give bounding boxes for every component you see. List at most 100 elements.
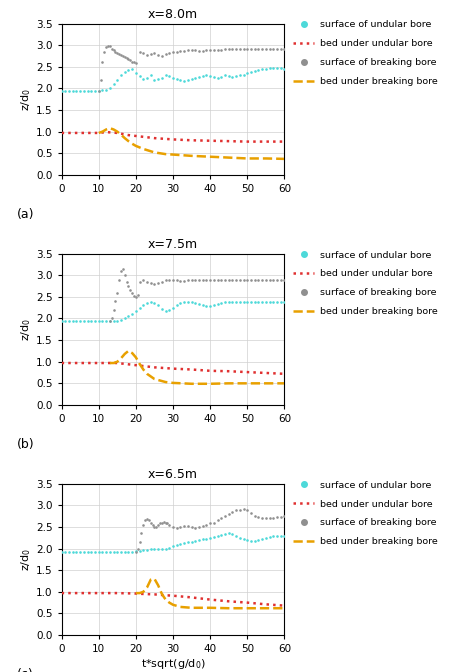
- Point: [184, 45, 191, 56]
- Point: [247, 44, 255, 54]
- Point: [117, 546, 125, 557]
- Point: [151, 521, 158, 532]
- Point: [232, 274, 240, 285]
- Point: [269, 43, 277, 54]
- Point: [247, 296, 255, 307]
- Point: [127, 55, 134, 66]
- Point: [95, 546, 102, 557]
- Point: [255, 512, 262, 523]
- Point: [91, 316, 99, 327]
- Point: [218, 530, 225, 540]
- Point: [206, 532, 214, 543]
- Point: [139, 519, 147, 530]
- Point: [269, 274, 277, 285]
- Point: [165, 542, 173, 553]
- Point: [104, 40, 112, 51]
- Point: [147, 278, 155, 288]
- Point: [130, 57, 138, 68]
- Title: x=7.5m: x=7.5m: [148, 238, 198, 251]
- Point: [232, 44, 240, 55]
- Point: [202, 519, 210, 530]
- Point: [121, 270, 128, 281]
- Point: [258, 296, 266, 307]
- Point: [184, 275, 191, 286]
- Point: [244, 274, 251, 285]
- Point: [76, 546, 84, 557]
- Point: [143, 514, 151, 525]
- Point: [177, 46, 184, 56]
- Title: x=6.5m: x=6.5m: [148, 468, 198, 481]
- Y-axis label: z/d$_0$: z/d$_0$: [19, 318, 33, 341]
- Point: [277, 63, 284, 74]
- Point: [65, 546, 73, 557]
- Point: [128, 288, 136, 299]
- Point: [191, 298, 199, 308]
- Point: [121, 67, 128, 77]
- Point: [258, 513, 266, 523]
- Point: [110, 546, 118, 557]
- Point: [134, 543, 142, 554]
- Title: x=8.0m: x=8.0m: [148, 8, 198, 21]
- Point: [165, 275, 173, 286]
- Point: [99, 57, 106, 68]
- Point: [65, 85, 73, 96]
- Point: [91, 546, 99, 557]
- Point: [180, 75, 188, 86]
- Point: [206, 71, 214, 82]
- Point: [202, 533, 210, 544]
- Point: [218, 44, 225, 55]
- Point: [128, 56, 136, 67]
- Point: [84, 85, 91, 96]
- Point: [110, 45, 118, 56]
- Point: [214, 275, 221, 286]
- Point: [236, 296, 244, 307]
- Point: [123, 276, 130, 287]
- Point: [195, 72, 203, 83]
- Point: [160, 516, 167, 527]
- Point: [266, 532, 273, 543]
- Point: [128, 64, 136, 75]
- Point: [244, 68, 251, 79]
- Point: [115, 274, 123, 285]
- Point: [147, 48, 155, 59]
- Point: [177, 276, 184, 286]
- Point: [121, 313, 128, 324]
- Point: [184, 296, 191, 307]
- Point: [236, 274, 244, 285]
- Point: [58, 85, 65, 96]
- Point: [277, 531, 284, 542]
- Point: [251, 536, 258, 546]
- Point: [128, 308, 136, 319]
- Point: [153, 521, 160, 532]
- Point: [151, 278, 158, 289]
- Point: [158, 72, 165, 83]
- Point: [199, 71, 207, 82]
- Point: [139, 545, 147, 556]
- Point: [273, 274, 281, 285]
- Point: [99, 316, 106, 327]
- Point: [199, 521, 207, 532]
- Point: [158, 517, 165, 528]
- Point: [155, 544, 162, 555]
- Point: [69, 546, 77, 557]
- Point: [165, 71, 173, 82]
- Point: [214, 72, 221, 83]
- Legend: surface of undular bore, bed under undular bore, surface of breaking bore, bed u: surface of undular bore, bed under undul…: [293, 20, 438, 86]
- Point: [113, 75, 121, 85]
- Point: [169, 521, 177, 532]
- Point: [218, 275, 225, 286]
- Point: [125, 281, 132, 292]
- Legend: surface of undular bore, bed under undular bore, surface of breaking bore, bed u: surface of undular bore, bed under undul…: [293, 480, 438, 546]
- Point: [258, 44, 266, 54]
- Point: [269, 296, 277, 307]
- Point: [162, 70, 169, 81]
- Point: [218, 71, 225, 82]
- Point: [266, 43, 273, 54]
- Point: [273, 296, 281, 307]
- Point: [84, 316, 91, 327]
- Point: [102, 316, 110, 327]
- Point: [62, 546, 69, 557]
- Point: [262, 513, 270, 523]
- Point: [240, 69, 247, 80]
- Point: [155, 49, 162, 60]
